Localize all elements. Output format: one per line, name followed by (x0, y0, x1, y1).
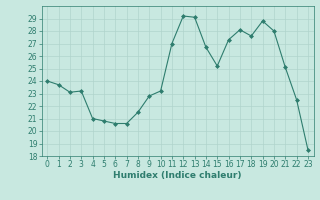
X-axis label: Humidex (Indice chaleur): Humidex (Indice chaleur) (113, 171, 242, 180)
